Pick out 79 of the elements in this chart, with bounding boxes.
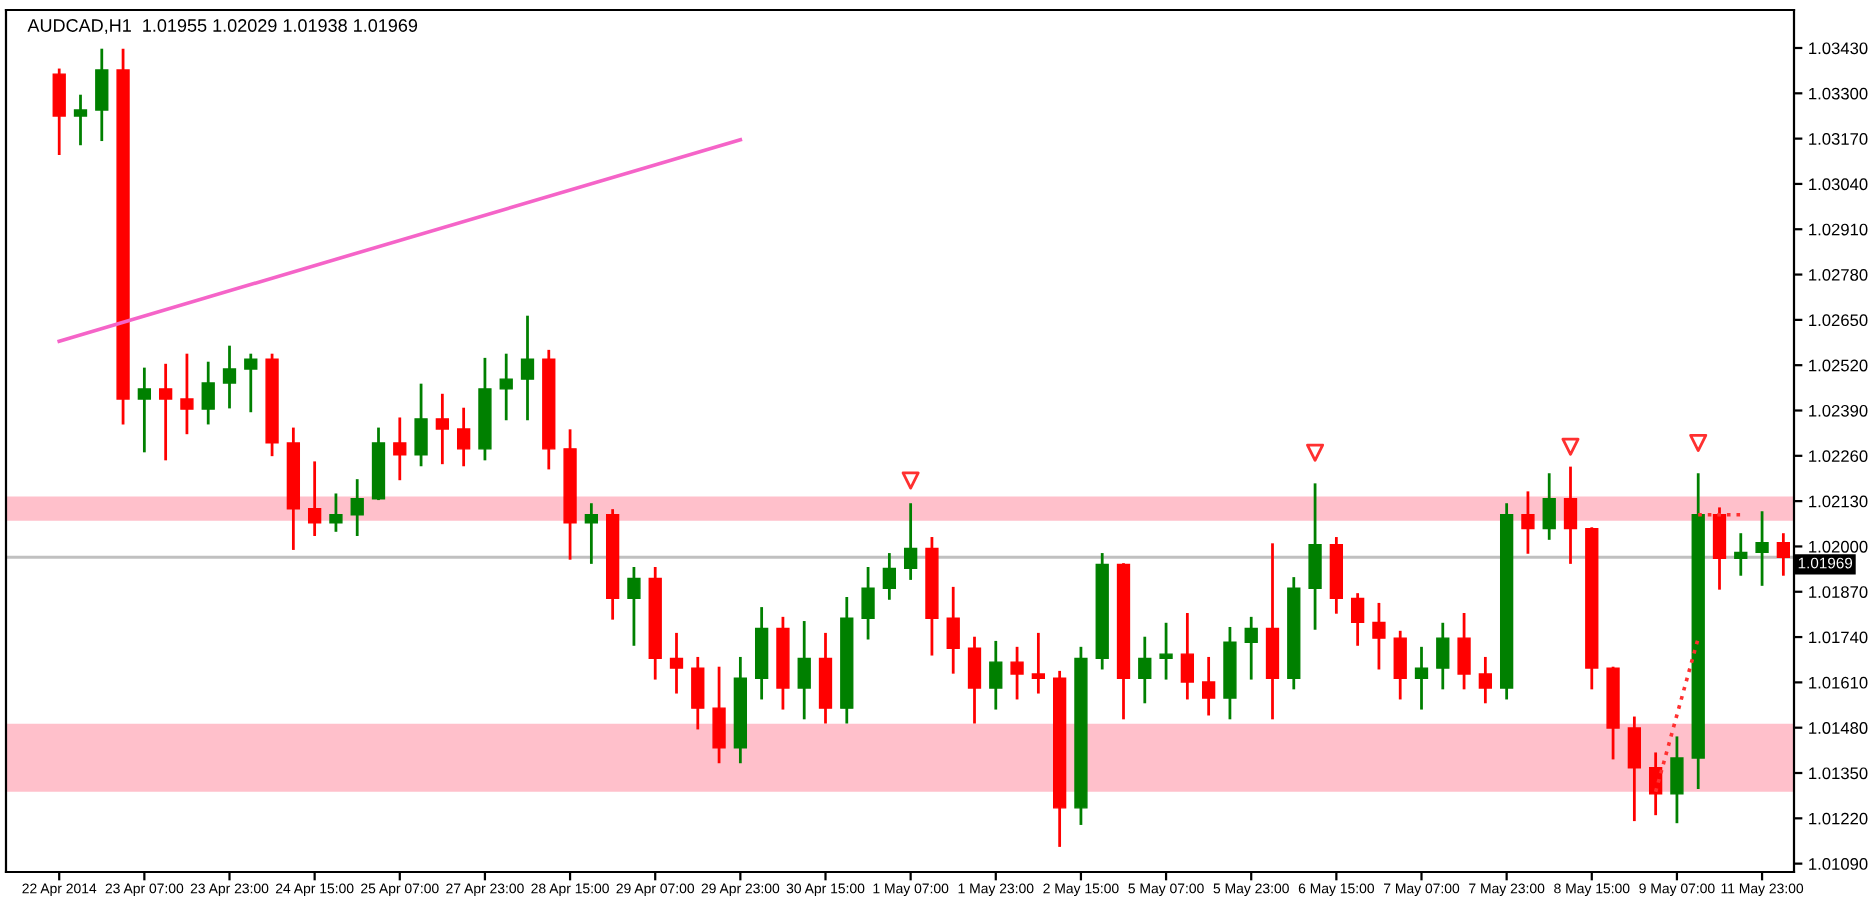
candlestick: [1457, 613, 1471, 690]
y-tick-label: 1.01870: [1809, 586, 1868, 598]
candlestick: [393, 417, 407, 481]
y-tick-label: 1.03170: [1809, 133, 1868, 145]
candlestick: [73, 94, 88, 146]
candlestick: [456, 407, 471, 467]
candlestick: [520, 315, 535, 421]
candlestick: [989, 640, 1003, 710]
candlestick: [1734, 533, 1748, 576]
candlestick: [1478, 656, 1493, 704]
candlestick: [882, 553, 897, 600]
y-tick-label: 1.02780: [1809, 268, 1868, 281]
candlestick: [903, 503, 918, 580]
y-tick-label: 1.03430: [1809, 42, 1868, 55]
point: [1689, 433, 1708, 452]
candlestick: [201, 361, 215, 425]
y-tick-label: 1.02000: [1809, 540, 1868, 553]
candlestick: [1350, 593, 1365, 646]
candlestick: [329, 493, 343, 532]
candlestick: [137, 367, 152, 453]
candlestick: [244, 353, 258, 413]
candlestick: [52, 68, 66, 155]
candlestick: [967, 636, 982, 724]
candlestick: [861, 567, 875, 640]
y-tick-label: 1.03040: [1809, 178, 1868, 191]
candlestick: [1138, 636, 1152, 704]
point: [1561, 437, 1580, 456]
point: [901, 471, 920, 490]
y-tick-label: 1.02260: [1809, 450, 1868, 463]
candlestick: [1670, 736, 1684, 824]
candlestick: [1180, 613, 1195, 700]
candlestick: [1776, 533, 1791, 576]
candlestick: [1244, 616, 1258, 680]
candlestick: [1542, 473, 1556, 540]
candlestick: [95, 48, 109, 142]
candlestick: [1627, 716, 1642, 822]
y-tick-label: 1.02650: [1809, 314, 1868, 327]
candlestick: [1393, 630, 1407, 700]
candlestick: [1436, 622, 1450, 690]
candlestick: [1010, 646, 1024, 700]
y-tick-label: 1.02130: [1809, 495, 1868, 508]
candlestick: [669, 632, 684, 694]
candlestick: [1031, 632, 1046, 694]
candlestick: [584, 503, 599, 564]
candlestick: [1648, 752, 1663, 816]
point: [1306, 443, 1325, 462]
candlestick: [712, 666, 726, 764]
y-tick-label: 1.02520: [1809, 359, 1868, 372]
candlestick: [946, 586, 960, 674]
y-tick-label: 1.02910: [1809, 223, 1868, 236]
candlestick: [1159, 622, 1173, 680]
y-tick-label: 1.01740: [1809, 631, 1868, 644]
candlestick: [1414, 646, 1429, 710]
candlestick: [1712, 507, 1727, 590]
candlestick: [307, 461, 322, 536]
candlestick: [1521, 491, 1535, 554]
candlestick: [627, 567, 641, 646]
candlestick: [222, 345, 237, 409]
candlestick: [1563, 466, 1578, 564]
y-tick-label: 1.02390: [1809, 404, 1868, 417]
y-tick-label: 1.01480: [1809, 722, 1868, 734]
y-tick-label: 1.01350: [1809, 767, 1868, 780]
y-tick-label: 1.03300: [1809, 87, 1868, 100]
candlestick: [691, 656, 705, 730]
candlestick: [1372, 602, 1386, 670]
chart-title: AUDCAD,H1 1.01955 1.02029 1.01938 1.01969: [27, 19, 418, 35]
candlestick: [414, 383, 428, 467]
candlestick: [1755, 511, 1769, 586]
y-tick-label: 1.01220: [1809, 812, 1868, 825]
candlestick: [435, 393, 450, 465]
candlestick: [180, 353, 194, 435]
candlestick: [797, 621, 811, 720]
candlestick: [1201, 656, 1216, 716]
candlestick: [1308, 483, 1322, 630]
y-tick-label: 1.01090: [1809, 858, 1868, 870]
candlestick: [350, 479, 364, 536]
candlestick: [499, 353, 513, 421]
candlestick: [158, 363, 173, 461]
y-tick-label: 1.01610: [1809, 676, 1868, 689]
